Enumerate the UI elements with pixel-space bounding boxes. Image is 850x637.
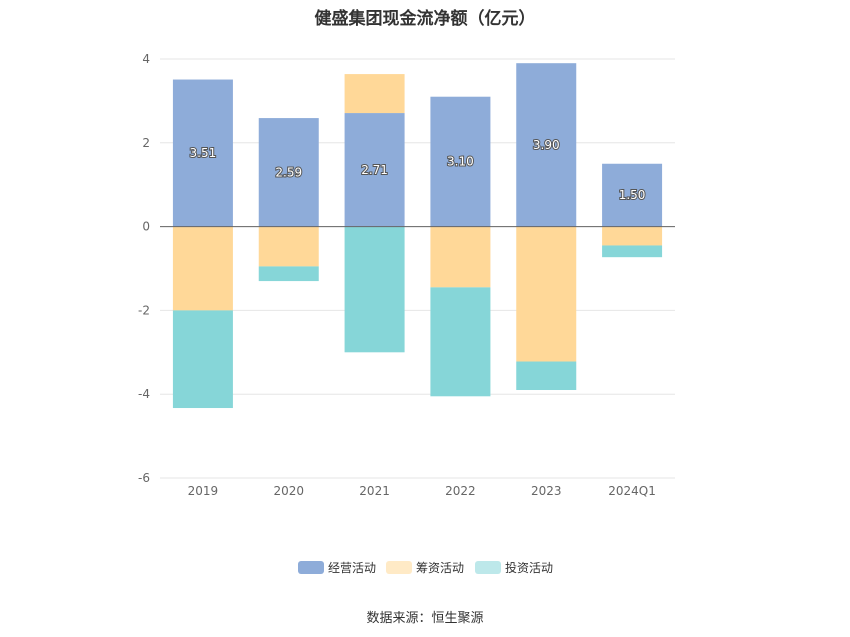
- y-axis-ticks: 4 2 0 -2 -4 -6: [138, 52, 150, 485]
- legend: 经营活动 筹资活动 投资活动: [298, 560, 553, 575]
- legend-swatch: [386, 561, 412, 574]
- bar-segment: [430, 287, 491, 397]
- bar-segment: [258, 118, 319, 227]
- bar-segment: [172, 79, 233, 227]
- data-label: 3.90: [533, 138, 560, 152]
- legend-swatch: [298, 561, 324, 574]
- bar-segment: [602, 163, 663, 227]
- bar-segment: [344, 74, 405, 114]
- bar-segment: [430, 96, 491, 227]
- x-axis-ticks: 2019 2020 2021 2022 2023 2024Q1: [188, 484, 656, 498]
- x-tick-label: 2020: [273, 484, 304, 498]
- chart-title: 健盛集团现金流净额（亿元）: [314, 9, 536, 29]
- y-tick-label: -6: [138, 471, 150, 485]
- data-label: 3.10: [447, 155, 474, 169]
- y-tick-label: -4: [138, 387, 150, 401]
- x-tick-label: 2021: [359, 484, 390, 498]
- bar-segment: [602, 226, 663, 246]
- x-tick-label: 2022: [445, 484, 476, 498]
- bar-segment: [516, 63, 577, 227]
- bar-segment: [430, 226, 491, 288]
- bar-segment: [172, 226, 233, 311]
- y-tick-label: -2: [138, 303, 150, 317]
- y-tick-label: 2: [142, 136, 150, 150]
- gridlines: [160, 58, 675, 479]
- legend-label: 筹资活动: [416, 561, 464, 575]
- y-tick-label: 4: [142, 52, 150, 66]
- legend-swatch: [475, 561, 501, 574]
- bar-segment: [258, 226, 319, 267]
- bar-segment: [516, 226, 577, 362]
- source-note: 数据来源：恒生聚源: [366, 611, 484, 626]
- x-tick-label: 2019: [188, 484, 219, 498]
- bar-segment: [602, 245, 663, 258]
- data-label: 2.71: [361, 163, 388, 177]
- bar-segment: [516, 361, 577, 391]
- bars: [172, 63, 663, 409]
- x-tick-label: 2023: [531, 484, 562, 498]
- data-label: 3.51: [190, 146, 217, 160]
- bar-segment: [344, 226, 405, 353]
- data-label: 2.59: [275, 165, 302, 179]
- bar-segment: [344, 113, 405, 227]
- bar-segment: [172, 310, 233, 409]
- x-tick-label: 2024Q1: [608, 484, 656, 498]
- legend-label: 投资活动: [505, 560, 553, 575]
- legend-label: 经营活动: [328, 561, 376, 575]
- data-labels: 3.51 2.59 2.71 3.10 3.90 1.50: [189, 137, 647, 203]
- y-tick-label: 0: [142, 220, 150, 234]
- bar-segment: [258, 266, 319, 282]
- data-label: 1.50: [619, 188, 646, 202]
